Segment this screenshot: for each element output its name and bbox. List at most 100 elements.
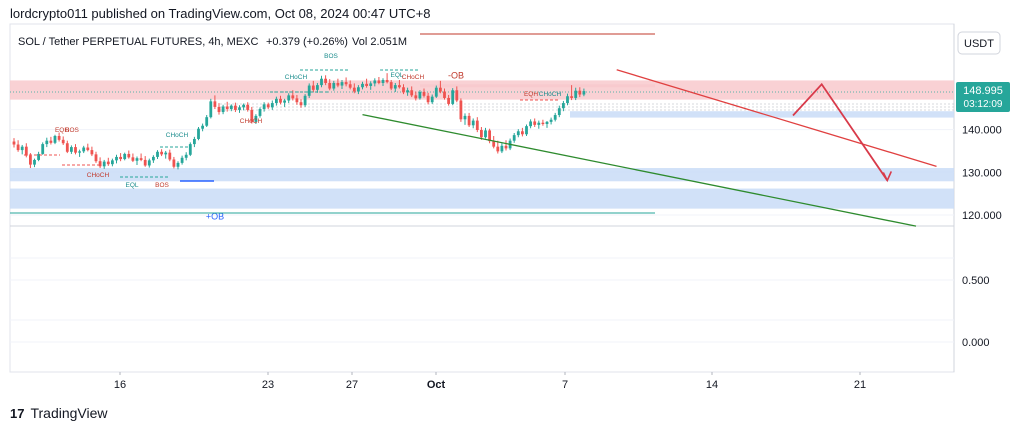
x-tick-label: 14 [706, 379, 718, 391]
zone-label: +OB [206, 212, 224, 222]
volume-label: Vol 2.051M [352, 36, 407, 48]
candle-body [496, 146, 500, 152]
candle-body [123, 153, 127, 160]
candle-body [283, 100, 286, 103]
candle-body [127, 153, 131, 158]
candle-body [53, 135, 57, 143]
structure-label: CHoCH [87, 172, 110, 179]
candle-body [398, 85, 401, 88]
zone-box [10, 168, 954, 182]
tradingview-wordmark: TradingView [30, 405, 108, 421]
candle-body [492, 141, 496, 147]
candle-body [525, 126, 528, 135]
candle-body [176, 162, 180, 167]
candle-body [246, 104, 250, 110]
candle-body [500, 145, 504, 152]
candle-body [512, 135, 516, 141]
candle-body [381, 79, 385, 83]
candle-body [82, 147, 86, 152]
candle-body [352, 87, 356, 92]
x-tick-label: 7 [562, 379, 568, 391]
candle-body [143, 159, 147, 166]
candle-body [49, 140, 53, 143]
structure-label: CHoCH [402, 74, 425, 81]
candle-body [258, 109, 262, 116]
candle-body [299, 102, 303, 106]
candle-body [164, 152, 168, 155]
candle-body [98, 161, 102, 167]
candle-body [242, 104, 245, 108]
candle-body [311, 85, 315, 90]
candle-body [471, 120, 475, 126]
candle-body [357, 87, 360, 92]
countdown-label: 03:12:09 [964, 99, 1003, 110]
candle-body [414, 95, 418, 99]
x-tick-label: 27 [346, 379, 358, 391]
candle-body [86, 147, 90, 151]
candle-body [275, 98, 278, 104]
price-tick-label: 140.000 [962, 125, 1002, 137]
candle-body [537, 122, 541, 125]
candle-body [20, 146, 24, 151]
trendline-support [362, 113, 917, 227]
candle-body [447, 97, 450, 104]
candle-body [303, 95, 307, 106]
candle-body [201, 125, 204, 129]
price-tick-label: 120.000 [962, 210, 1002, 222]
candle-body [135, 158, 139, 161]
candle-body [197, 128, 200, 139]
structure-label: CHoCH [166, 132, 189, 139]
tradingview-logo-icon: 17 [10, 405, 25, 421]
candle-body [320, 78, 323, 86]
candle-body [147, 160, 151, 166]
candle-body [434, 87, 438, 97]
structure-label: EQL [125, 182, 138, 189]
currency-button [957, 31, 1001, 55]
candle-body [29, 155, 32, 165]
candle-body [287, 95, 291, 101]
candle-body [37, 153, 40, 160]
candle-body [430, 96, 434, 103]
candle-body [467, 115, 471, 126]
candle-body [574, 90, 578, 98]
candle-body [484, 130, 487, 138]
x-tick-label: 21 [854, 379, 866, 391]
candle-body [102, 161, 106, 167]
zone-box [10, 80, 954, 100]
candle-body [221, 106, 225, 113]
candle-body [172, 159, 176, 167]
candle-body [307, 85, 311, 96]
tradingview-branding: 17 TradingView [10, 405, 108, 421]
candle-body [365, 83, 368, 86]
currency-label: USDT [964, 38, 994, 50]
candle-body [111, 160, 114, 165]
candle-body [389, 82, 393, 89]
candle-body [65, 143, 69, 152]
candle-body [328, 82, 332, 89]
candle-body [340, 82, 344, 86]
candle-body [106, 161, 110, 165]
structure-label: EQL [390, 72, 403, 79]
x-tick-label: 23 [262, 379, 274, 391]
candle-body [516, 131, 520, 136]
candle-body [168, 152, 172, 160]
candle-body [582, 91, 586, 95]
candle-body [238, 107, 241, 110]
candle-body [455, 90, 459, 101]
candle-body [504, 145, 508, 149]
candle-body [566, 96, 569, 104]
last-price-tag [956, 82, 1010, 112]
projection-arrow [792, 82, 889, 181]
candle-body [180, 157, 184, 163]
structure-label: BOS [155, 182, 169, 189]
candle-body [488, 130, 491, 142]
candle-body [217, 106, 221, 113]
candle-body [152, 156, 155, 161]
candle-body [426, 95, 430, 103]
candle-body [225, 106, 229, 110]
candle-body [33, 159, 36, 165]
candle-body [410, 90, 414, 96]
candle-body [422, 91, 426, 96]
candle-body [213, 101, 217, 107]
